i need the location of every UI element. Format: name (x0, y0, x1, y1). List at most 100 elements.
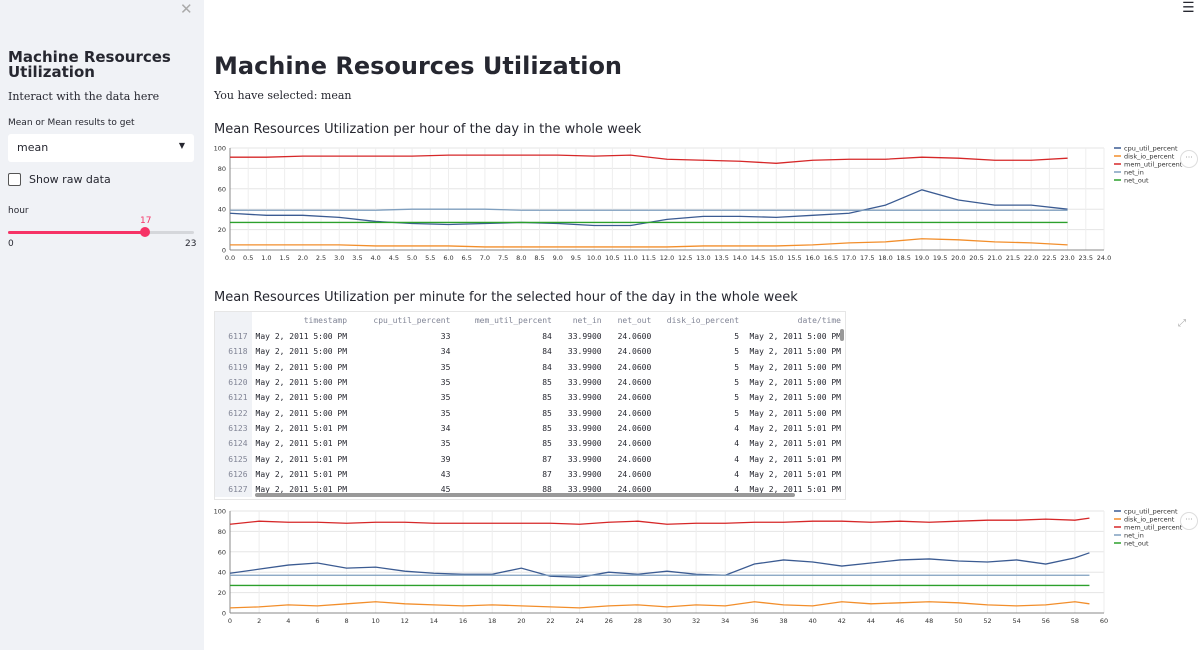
column-header[interactable]: cpu_util_percent (373, 316, 451, 325)
table-row[interactable]: 6126 May 2, 2011 5:01 PM 43 87 33.9900 24.060… (215, 466, 845, 482)
row-index[interactable]: 6121 (215, 390, 252, 406)
table-row[interactable]: 6120 May 2, 2011 5:00 PM 35 85 33.9900 24.060… (215, 374, 845, 391)
table-cell[interactable]: May 2, 2011 5:01 PM (749, 439, 841, 449)
table-cell[interactable]: 24.0600 (617, 378, 652, 388)
table-cell[interactable]: May 2, 2011 5:01 PM (749, 485, 841, 495)
table-cell[interactable]: 5 (734, 393, 740, 403)
table-cell[interactable]: 33.9900 (567, 454, 602, 464)
table-cell[interactable]: 24.0600 (617, 362, 652, 372)
fullscreen-expand-icon[interactable]: ⤢ (1178, 318, 1186, 329)
table-cell[interactable]: 35 (440, 378, 451, 388)
table-horizontal-scrollbar[interactable] (255, 493, 795, 497)
chart-menu-icon[interactable]: ··· (1180, 150, 1198, 168)
table-cell[interactable]: May 2, 2011 5:01 PM (255, 469, 348, 479)
table-cell[interactable]: 5 (734, 362, 740, 372)
show-raw-data-checkbox[interactable]: Show raw data (8, 173, 111, 186)
table-row[interactable]: 6125 May 2, 2011 5:01 PM 39 87 33.9900 24.060… (215, 451, 845, 467)
table-cell[interactable]: 39 (440, 454, 451, 464)
table-cell[interactable]: 43 (440, 469, 451, 479)
table-cell[interactable]: 33 (440, 332, 451, 342)
table-cell[interactable]: 33.9900 (567, 393, 602, 403)
table-cell[interactable]: 33.9900 (567, 485, 602, 495)
table-cell[interactable]: 24.0600 (617, 439, 652, 449)
table-cell[interactable]: 24.0600 (617, 347, 652, 357)
table-cell[interactable]: 85 (542, 393, 552, 403)
table-cell[interactable]: 5 (734, 408, 740, 418)
table-cell[interactable]: May 2, 2011 5:00 PM (255, 408, 348, 418)
table-cell[interactable]: 24.0600 (617, 469, 652, 479)
table-cell[interactable]: May 2, 2011 5:01 PM (749, 454, 841, 464)
table-cell[interactable]: 24.0600 (617, 454, 652, 464)
table-cell[interactable]: 35 (440, 408, 451, 418)
table-cell[interactable]: 85 (542, 423, 552, 433)
row-index[interactable]: 6123 (215, 420, 252, 437)
table-row[interactable]: 6127 May 2, 2011 5:01 PM 45 88 33.9900 24.060… (215, 481, 845, 498)
row-index[interactable]: 6120 (215, 374, 252, 391)
row-index[interactable]: 6119 (215, 359, 252, 375)
table-row[interactable]: 6124 May 2, 2011 5:01 PM 35 85 33.9900 24.060… (215, 436, 845, 452)
table-cell[interactable]: May 2, 2011 5:00 PM (255, 378, 348, 388)
slider-thumb[interactable] (140, 227, 151, 237)
table-cell[interactable]: 35 (440, 393, 451, 403)
table-cell[interactable]: 85 (542, 408, 552, 418)
table-cell[interactable]: May 2, 2011 5:00 PM (749, 362, 841, 372)
table-row[interactable]: 6122 May 2, 2011 5:00 PM 35 85 33.9900 24.060… (215, 405, 845, 421)
table-cell[interactable]: May 2, 2011 5:00 PM (749, 393, 841, 403)
table-cell[interactable]: 84 (542, 332, 552, 342)
table-cell[interactable]: 33.9900 (567, 423, 602, 433)
table-cell[interactable]: 87 (542, 454, 552, 464)
table-cell[interactable]: 34 (440, 423, 451, 433)
table-cell[interactable]: May 2, 2011 5:00 PM (255, 332, 348, 342)
table-cell[interactable]: 4 (734, 469, 740, 479)
table-cell[interactable]: 33.9900 (567, 469, 602, 479)
table-cell[interactable]: 35 (440, 362, 451, 372)
table-cell[interactable]: 33.9900 (567, 347, 602, 357)
row-index[interactable]: 6127 (215, 481, 252, 498)
table-row[interactable]: 6121 May 2, 2011 5:00 PM 35 85 33.9900 24.060… (215, 390, 845, 406)
table-row[interactable]: 6119 May 2, 2011 5:00 PM 35 84 33.9900 24.060… (215, 359, 845, 375)
table-cell[interactable]: 35 (440, 439, 451, 449)
table-cell[interactable]: May 2, 2011 5:00 PM (749, 347, 841, 357)
column-header[interactable]: net_in (572, 316, 602, 325)
table-cell[interactable]: 88 (542, 485, 552, 495)
table-cell[interactable]: 5 (734, 332, 740, 342)
table-cell[interactable]: 5 (734, 347, 740, 357)
table-cell[interactable]: May 2, 2011 5:00 PM (255, 393, 348, 403)
column-header[interactable] (215, 312, 252, 329)
table-cell[interactable]: 84 (542, 362, 552, 372)
table-cell[interactable]: May 2, 2011 5:01 PM (255, 485, 348, 495)
table-cell[interactable]: 24.0600 (617, 332, 652, 342)
column-header[interactable]: mem_util_percent (474, 316, 552, 325)
row-index[interactable]: 6126 (215, 466, 252, 482)
table-cell[interactable]: May 2, 2011 5:00 PM (255, 347, 348, 357)
table-cell[interactable]: 45 (440, 485, 451, 495)
chart-menu-icon[interactable]: ··· (1180, 512, 1198, 530)
table-cell[interactable]: May 2, 2011 5:00 PM (255, 362, 348, 372)
table-cell[interactable]: 84 (542, 347, 552, 357)
table-cell[interactable]: 33.9900 (567, 378, 602, 388)
table-cell[interactable]: 24.0600 (617, 408, 652, 418)
table-cell[interactable]: 24.0600 (617, 485, 652, 495)
table-row[interactable]: 6118 May 2, 2011 5:00 PM 34 84 33.9900 24.060… (215, 344, 845, 360)
table-row[interactable]: 6117 May 2, 2011 5:00 PM 33 84 33.9900 24.060… (215, 329, 845, 345)
checkbox-box[interactable] (8, 173, 21, 186)
table-cell[interactable]: 33.9900 (567, 332, 602, 342)
table-cell[interactable]: May 2, 2011 5:01 PM (749, 423, 841, 433)
mean-select[interactable]: mean ▼ (8, 134, 194, 162)
table-cell[interactable]: 33.9900 (567, 408, 602, 418)
table-row[interactable]: 6123 May 2, 2011 5:01 PM 34 85 33.9900 24.060… (215, 420, 845, 437)
table-cell[interactable]: 4 (734, 454, 740, 464)
row-index[interactable]: 6118 (215, 344, 252, 360)
table-cell[interactable]: 87 (542, 469, 552, 479)
table-cell[interactable]: 34 (440, 347, 451, 357)
hour-slider[interactable] (8, 227, 194, 237)
close-sidebar-icon[interactable]: ✕ (180, 0, 193, 18)
column-header[interactable]: date/time (797, 316, 841, 325)
table-cell[interactable]: 33.9900 (567, 362, 602, 372)
table-cell[interactable]: 5 (734, 378, 740, 388)
table-cell[interactable]: May 2, 2011 5:00 PM (749, 332, 841, 342)
table-cell[interactable]: 33.9900 (567, 439, 602, 449)
table-cell[interactable]: 4 (734, 485, 740, 495)
table-cell[interactable]: 85 (542, 439, 552, 449)
column-header[interactable]: net_out (617, 316, 652, 325)
